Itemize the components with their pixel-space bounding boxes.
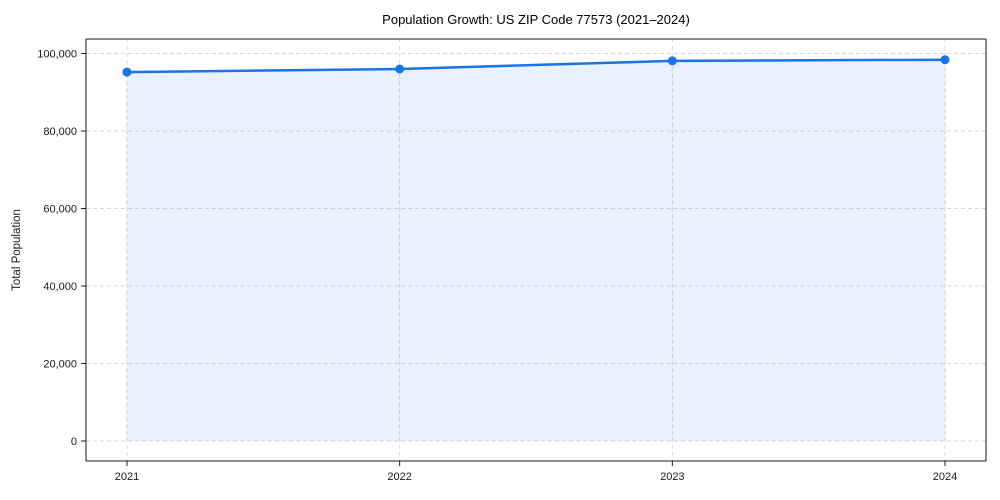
data-point-marker xyxy=(122,67,132,77)
data-point-marker xyxy=(395,64,405,74)
x-tick-label: 2021 xyxy=(115,471,139,483)
x-tick-label: 2024 xyxy=(933,471,957,483)
plot-border xyxy=(85,38,987,462)
population-line xyxy=(125,58,947,74)
data-point-marker xyxy=(940,55,950,65)
chart-title: Population Growth: US ZIP Code 77573 (20… xyxy=(382,12,690,27)
y-tick-label: 80,000 xyxy=(43,126,77,138)
x-tick-label: 2023 xyxy=(660,471,684,483)
y-tick-label: 20,000 xyxy=(43,358,77,370)
y-tick-label: 100,000 xyxy=(37,48,77,60)
x-tick-label: 2022 xyxy=(387,471,411,483)
y-tick-label: 0 xyxy=(71,436,77,448)
data-point-marker xyxy=(667,56,677,66)
y-tick-label: 40,000 xyxy=(43,281,77,293)
y-tick-label: 60,000 xyxy=(43,203,77,215)
area-fill xyxy=(127,59,945,441)
